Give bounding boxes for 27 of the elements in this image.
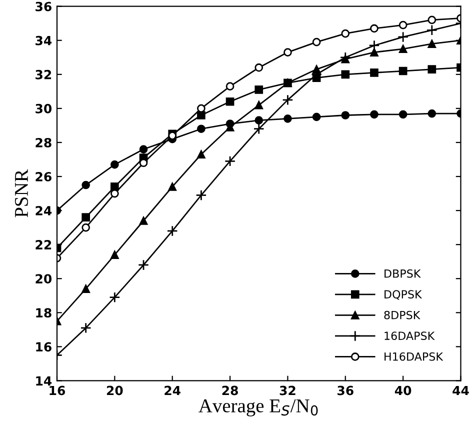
x-tick-label: 24 — [164, 386, 180, 396]
x-tick-label: 28 — [222, 386, 238, 396]
y-tick-label: 36 — [36, 2, 52, 12]
y-tick-label: 14 — [36, 376, 52, 386]
x-tick-label: 20 — [106, 386, 123, 396]
x-tick-label: 44 — [452, 386, 469, 396]
y-tick-label: 32 — [36, 70, 52, 80]
y-tick-label: 26 — [36, 172, 52, 182]
y-tick-label: 22 — [36, 240, 52, 250]
legend-label: 8DPSK — [384, 310, 420, 320]
x-tick-label: 32 — [280, 386, 296, 396]
legend-label: DQPSK — [384, 290, 422, 300]
y-tick-label: 34 — [36, 36, 52, 46]
legend-label: DBPSK — [384, 269, 421, 278]
legend-label: H16DAPSK — [384, 352, 444, 361]
y-tick-label: 28 — [36, 138, 52, 148]
y-tick-label: 16 — [36, 342, 52, 352]
x-axis-title: Average E$_{S}$/N$_{0}$ — [198, 399, 318, 416]
y-tick-label: 30 — [36, 104, 52, 114]
y-axis-title: PSNR — [14, 169, 28, 218]
y-tick-label: 18 — [36, 308, 52, 318]
legend-label: 16DAPSK — [384, 332, 435, 340]
y-tick-label: 20 — [36, 274, 52, 284]
x-tick-label: 40 — [394, 386, 412, 396]
x-tick-label: 36 — [338, 386, 354, 396]
y-tick-label: 24 — [36, 206, 52, 216]
x-tick-label: 16 — [50, 386, 66, 396]
